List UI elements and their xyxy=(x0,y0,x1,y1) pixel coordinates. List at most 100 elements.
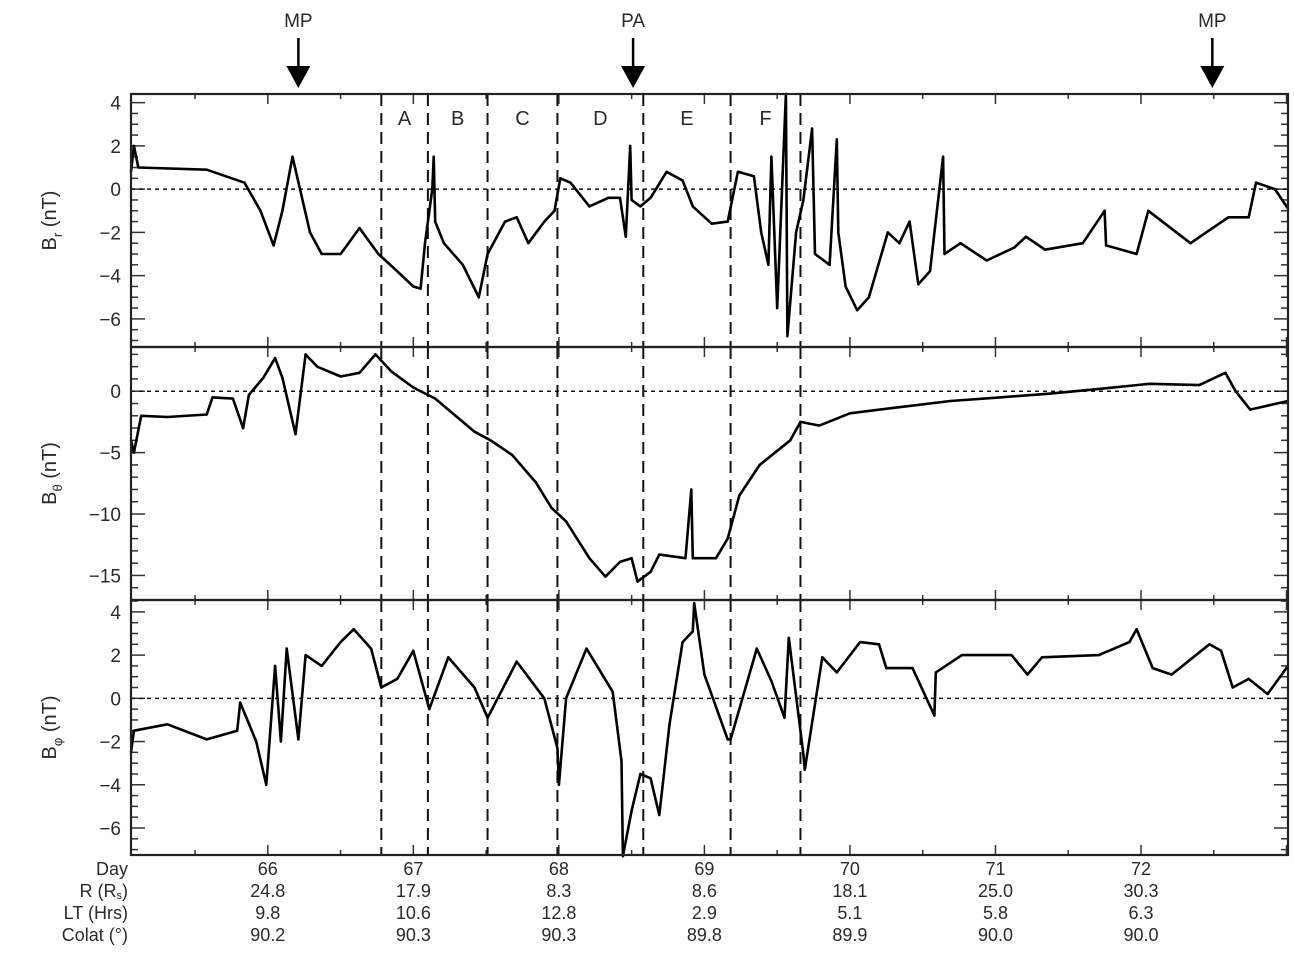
data-point-bphi xyxy=(1208,643,1211,646)
data-point-bphi xyxy=(279,740,283,743)
data-point-br xyxy=(515,216,518,219)
data-point-bphi xyxy=(1010,653,1013,657)
x-tick-label: 71 xyxy=(985,859,1005,879)
panel-btheta: 0 −5 −10 −15 Bθ (nT) xyxy=(39,345,1290,602)
data-point-br xyxy=(786,334,789,338)
y-tick-label: 4 xyxy=(110,603,121,624)
orbit-value: 8.3 xyxy=(546,881,571,901)
y-tick-label: −2 xyxy=(99,733,121,754)
y-tick-label: −6 xyxy=(99,310,121,331)
data-point-btheta xyxy=(799,420,802,424)
orbit-value: 6.3 xyxy=(1128,903,1153,923)
data-point-bphi xyxy=(1128,640,1131,644)
data-point-bphi xyxy=(1151,666,1154,670)
data-point-br xyxy=(543,220,546,223)
data-point-bphi xyxy=(693,602,696,605)
data-point-btheta xyxy=(564,520,568,523)
data-point-bphi xyxy=(858,640,862,644)
data-point-br xyxy=(1227,216,1230,219)
orbit-value: 89.8 xyxy=(687,925,722,945)
data-point-br xyxy=(607,196,610,199)
data-point-br xyxy=(802,198,805,202)
data-point-btheta xyxy=(726,537,729,540)
y-tick-label: 0 xyxy=(110,689,121,710)
data-point-br xyxy=(959,242,962,245)
y-tick-label: 2 xyxy=(110,137,121,158)
data-point-bphi xyxy=(428,707,431,711)
data-point-btheta xyxy=(511,453,514,457)
data-point-bphi xyxy=(885,666,888,670)
data-point-bphi xyxy=(412,649,415,652)
data-point-btheta xyxy=(1224,371,1227,374)
data-point-bphi xyxy=(691,630,694,633)
data-point-bphi xyxy=(911,666,914,670)
data-point-btheta xyxy=(1234,390,1237,393)
orbit-value: 90.0 xyxy=(978,925,1013,945)
data-point-bphi xyxy=(515,660,518,663)
data-point-br xyxy=(835,138,839,141)
data-point-bphi xyxy=(639,772,642,776)
data-point-btheta xyxy=(758,463,761,467)
y-tick-label: 0 xyxy=(110,382,121,403)
data-point-br xyxy=(886,231,889,234)
data-point-bphi xyxy=(557,783,561,786)
data-point-bphi xyxy=(1170,673,1173,676)
data-point-br xyxy=(1081,242,1084,245)
data-point-btheta xyxy=(139,414,143,417)
data-point-bphi xyxy=(770,679,773,683)
region-label-b: B xyxy=(451,108,464,130)
data-point-br xyxy=(419,287,422,290)
orbit-value: 90.2 xyxy=(250,925,285,945)
data-point-btheta xyxy=(818,424,821,427)
data-point-br xyxy=(726,220,729,223)
y-tick-label: −10 xyxy=(89,505,121,526)
data-point-bphi xyxy=(1040,656,1044,659)
data-point-btheta xyxy=(273,356,277,360)
data-point-br xyxy=(710,222,713,225)
data-point-bphi xyxy=(236,729,239,732)
data-point-br xyxy=(941,155,945,158)
data-point-bphi xyxy=(369,647,373,650)
data-point-bphi xyxy=(803,768,807,771)
orbit-value: 90.3 xyxy=(541,925,576,945)
data-point-btheta xyxy=(1248,408,1252,411)
orbit-value: 18.1 xyxy=(832,881,867,901)
data-point-bphi xyxy=(681,640,684,644)
y-tick-label: −15 xyxy=(89,566,121,587)
x-tick-label: 72 xyxy=(1131,859,1151,879)
data-point-br xyxy=(908,220,911,223)
data-point-br xyxy=(259,209,262,212)
data-point-btheta xyxy=(789,439,792,442)
data-point-bphi xyxy=(1135,627,1138,631)
orbit-value: 89.9 xyxy=(832,925,867,945)
data-point-br xyxy=(205,168,208,171)
orbit-value: 5.1 xyxy=(837,903,862,923)
data-point-bphi xyxy=(802,753,805,756)
data-point-btheta xyxy=(1198,383,1201,387)
orbit-value: 17.9 xyxy=(396,881,431,901)
data-point-btheta xyxy=(534,480,537,484)
data-point-btheta xyxy=(588,557,591,560)
data-point-bphi xyxy=(585,647,588,650)
data-point-bphi xyxy=(166,723,169,726)
data-point-bphi xyxy=(755,647,758,650)
data-point-bphi xyxy=(787,636,791,640)
data-point-bphi xyxy=(254,740,258,743)
data-point-bphi xyxy=(620,759,623,763)
data-point-btheta xyxy=(649,570,652,573)
data-point-btheta xyxy=(618,560,622,564)
data-point-btheta xyxy=(658,553,661,556)
data-point-br xyxy=(856,309,859,312)
data-point-br xyxy=(1135,252,1138,256)
data-point-br xyxy=(1254,181,1258,184)
data-point-br xyxy=(423,242,427,245)
data-point-bphi xyxy=(304,653,307,657)
series-line-bphi xyxy=(129,601,1290,858)
data-point-btheta xyxy=(304,353,307,356)
arrow-down-icon xyxy=(286,66,311,88)
data-point-bphi xyxy=(132,729,136,732)
data-point-br xyxy=(630,198,633,202)
marker-label-mp: MP xyxy=(1198,11,1227,32)
data-point-bphi xyxy=(703,673,706,676)
